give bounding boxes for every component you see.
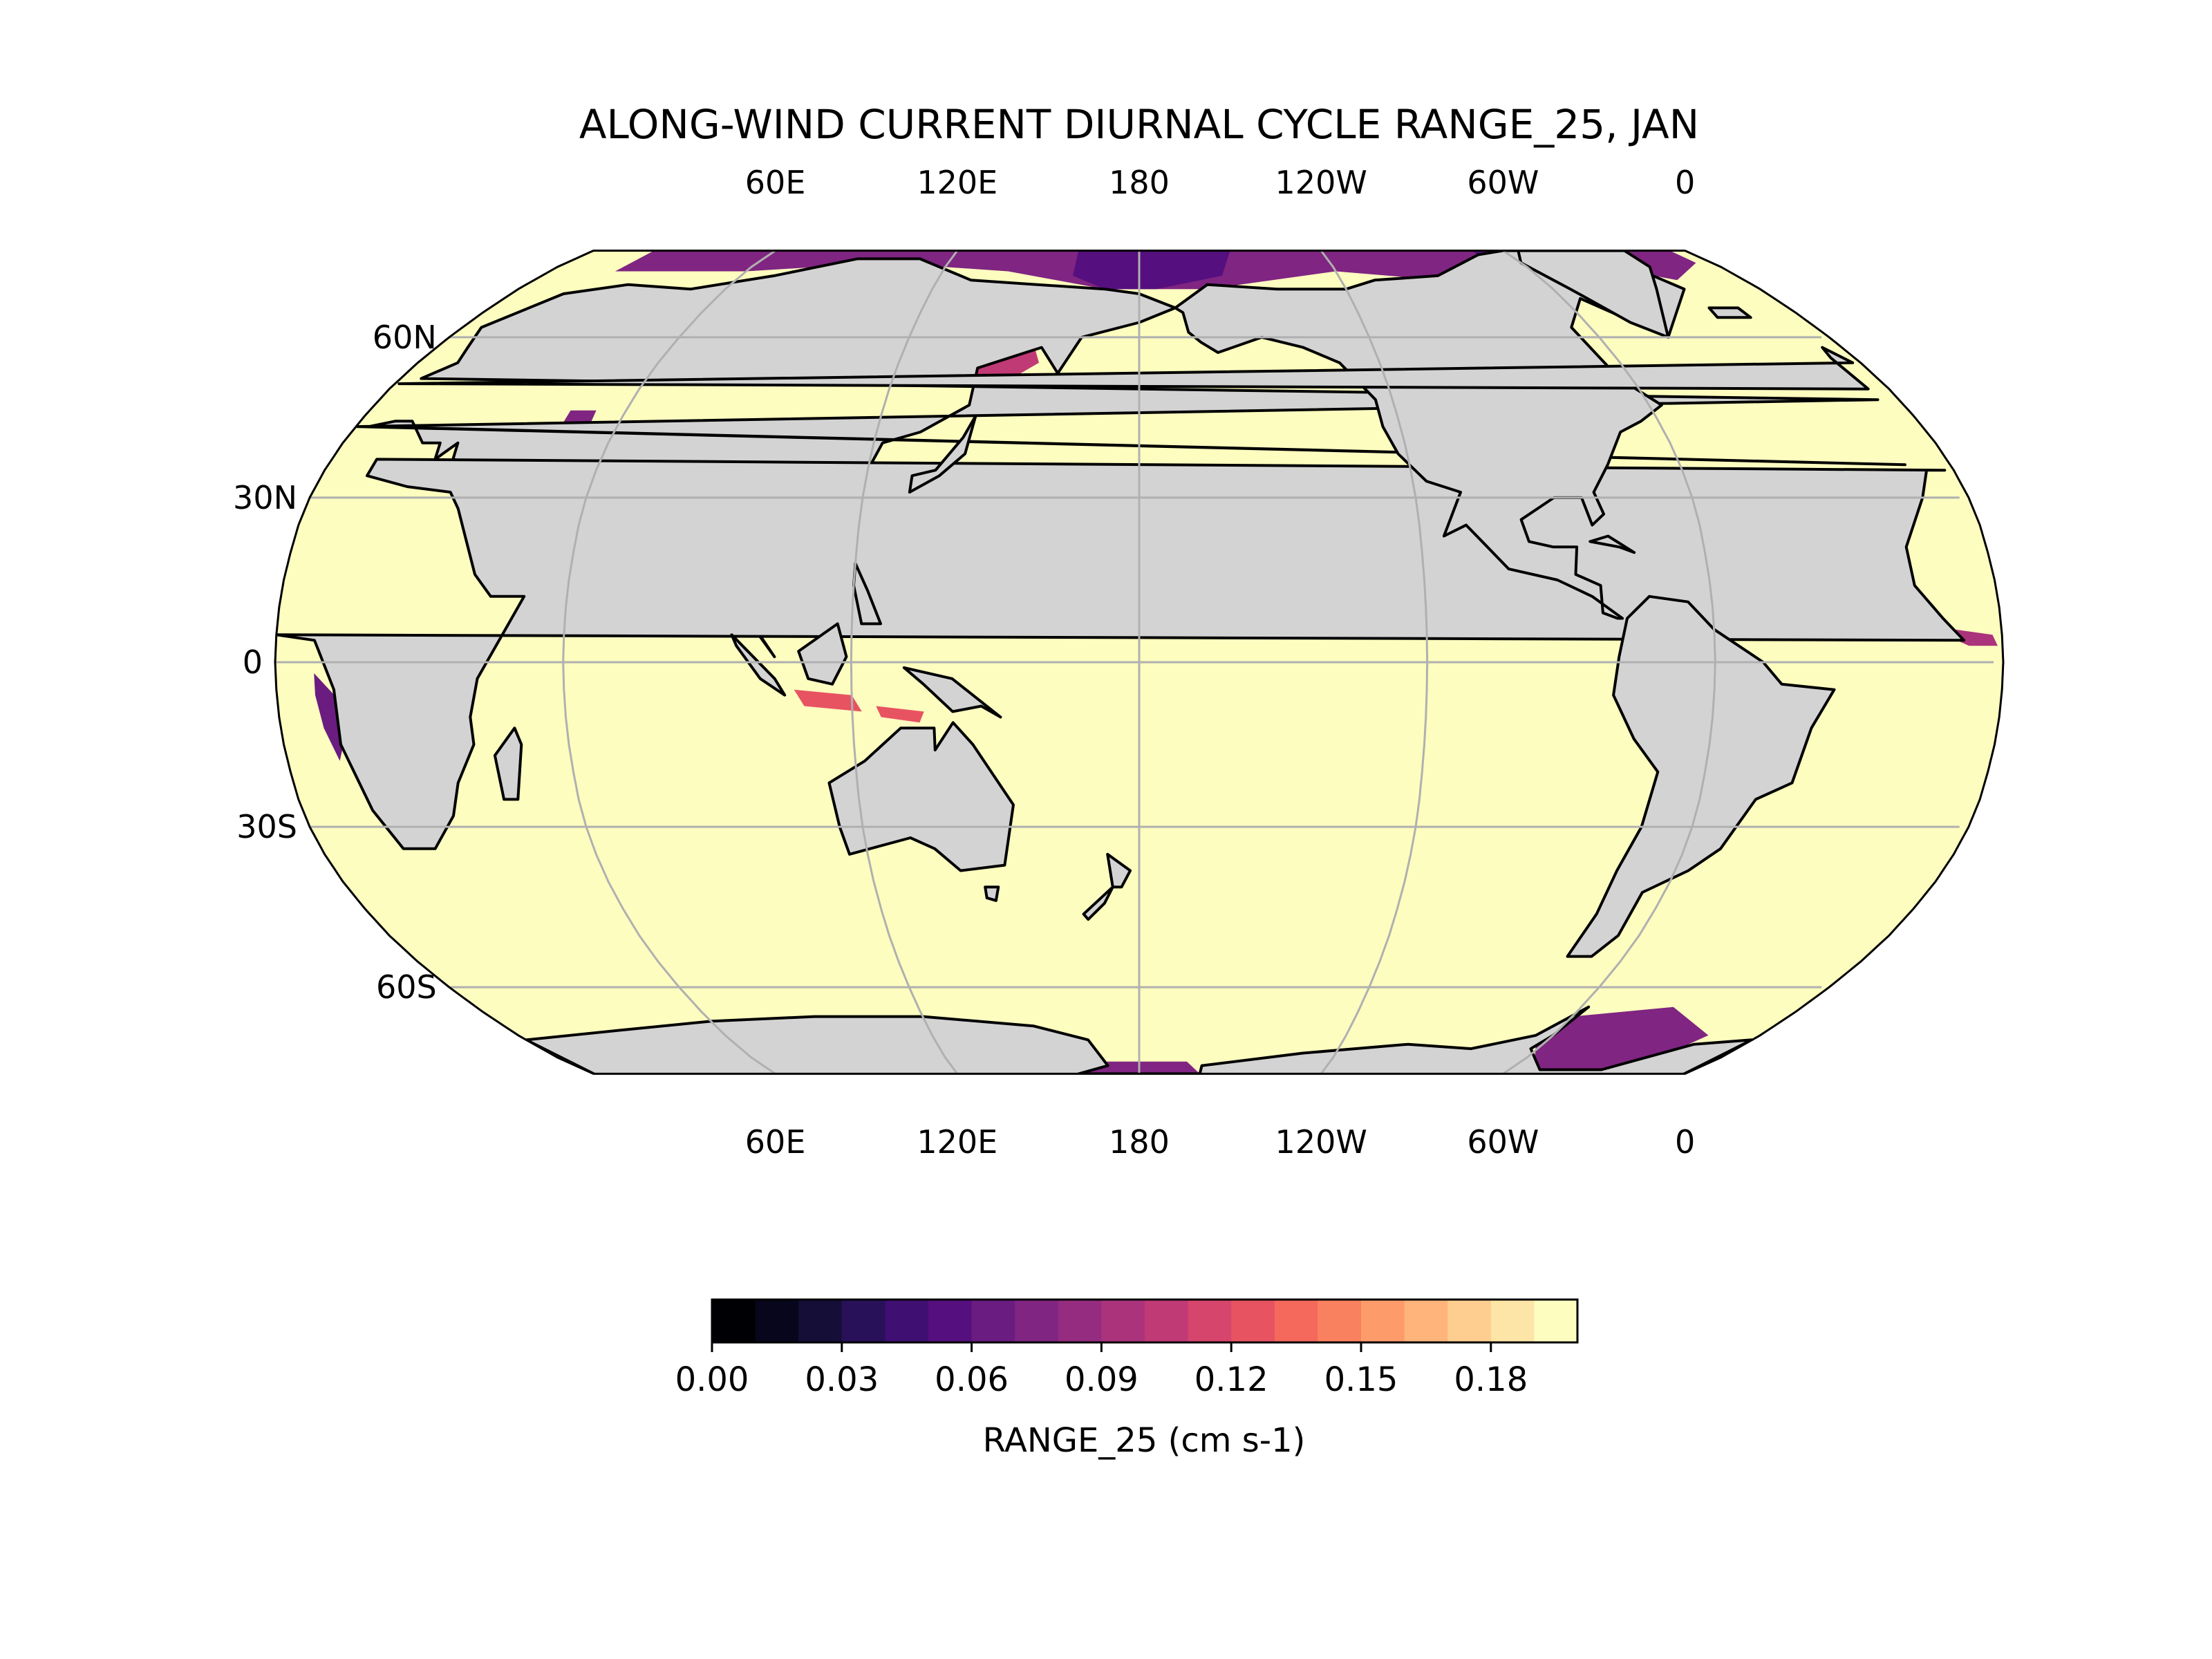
colorbar-segment [1101, 1300, 1145, 1342]
colorbar-tick-label: 0.06 [935, 1360, 1009, 1399]
lon-label-bottom: 0 [1675, 1123, 1695, 1161]
colorbar-tick-label: 0.00 [675, 1360, 749, 1399]
colorbar-frame [711, 1298, 1579, 1344]
colorbar-segment [798, 1300, 843, 1342]
colorbar-segment [1404, 1300, 1448, 1342]
land-iceland [1707, 306, 1752, 319]
banda-region [876, 706, 924, 723]
land-australia [827, 721, 1015, 872]
lon-label-bottom: 180 [1109, 1123, 1170, 1161]
latitude-labels: 60N 30N 0 30S 60S [233, 319, 437, 1006]
land-sumatra [730, 633, 787, 697]
lon-label-top: 0 [1675, 164, 1695, 201]
land-great-britain [397, 346, 1870, 391]
colorbar-tick-label: 0.12 [1194, 1360, 1268, 1399]
colorbar-segment [1145, 1300, 1189, 1342]
land-greenland [1517, 250, 1670, 339]
lon-label-top: 60E [745, 164, 806, 201]
chukchi-region [1073, 250, 1230, 290]
lon-label-bottom: 60W [1467, 1123, 1539, 1161]
land-japan [908, 414, 977, 494]
longitude-labels-bottom: 60E 120E 180 120W 60W 0 [745, 1123, 1695, 1161]
colorbar [711, 1298, 1579, 1344]
lon-label-top: 180 [1109, 164, 1170, 201]
colorbar-segment [885, 1300, 929, 1342]
colorbar-segment [1447, 1300, 1492, 1342]
colorbar-tick-label: 0.18 [1454, 1360, 1528, 1399]
colorbar-tick-label: 0.09 [1065, 1360, 1138, 1399]
land-masses [275, 250, 1966, 1074]
lon-label-bottom: 60E [745, 1123, 806, 1161]
angola-coast-region [314, 673, 345, 761]
colorbar-segment [755, 1300, 799, 1342]
colorbar-segment [971, 1300, 1015, 1342]
lat-label: 30N [233, 479, 297, 516]
map-boundary [274, 250, 2005, 1075]
colorbar-segment [1188, 1300, 1232, 1342]
lon-label-bottom: 120W [1275, 1123, 1367, 1161]
land-cuba [1588, 534, 1636, 554]
colorbar-tick-label: 0.15 [1324, 1360, 1398, 1399]
map-axes [274, 250, 2005, 1075]
lon-label-top: 60W [1467, 164, 1539, 201]
chart-title: ALONG-WIND CURRENT DIURNAL CYCLE RANGE_2… [579, 101, 1699, 148]
colorbar-segment [1058, 1300, 1103, 1342]
colorbar-segment [1490, 1300, 1535, 1342]
colorbar-label: RANGE_25 (cm s-1) [983, 1421, 1306, 1460]
land-new-zealand-north [1106, 852, 1132, 889]
lon-label-top: 120E [917, 164, 997, 201]
colorbar-segment [1534, 1300, 1578, 1342]
lat-label: 60N [373, 319, 437, 356]
colorbar-tick-label: 0.03 [805, 1360, 879, 1399]
longitude-labels-top: 60E 120E 180 120W 60W 0 [745, 164, 1695, 201]
colorbar-segment [1274, 1300, 1319, 1342]
java-sea-region [794, 689, 862, 712]
land-borneo [797, 622, 848, 686]
colorbar-segment [1318, 1300, 1362, 1342]
colorbar-segment [1361, 1300, 1405, 1342]
colorbar-ticks: 0.00 0.03 0.06 0.09 0.12 0.15 0.18 [675, 1342, 1528, 1399]
land-south-america [1566, 594, 1836, 958]
land-tasmania [984, 885, 1000, 902]
lat-label: 60S [376, 968, 437, 1006]
colorbar-segment [841, 1300, 886, 1342]
land-madagascar [493, 727, 523, 801]
land-new-zealand-south [1082, 885, 1114, 921]
lon-label-bottom: 120E [917, 1123, 997, 1161]
colorbar-segment [712, 1300, 756, 1342]
colorbar-segment [1231, 1300, 1275, 1342]
lon-label-top: 120W [1275, 164, 1367, 201]
weddell-sea-region [1533, 1006, 1709, 1074]
lat-label: 0 [243, 644, 263, 681]
colorbar-segment [928, 1300, 973, 1342]
land-new-guinea [902, 666, 1002, 719]
lat-label: 30S [236, 808, 297, 845]
colorbar-segment [1015, 1300, 1059, 1342]
arctic-region [615, 250, 1521, 290]
